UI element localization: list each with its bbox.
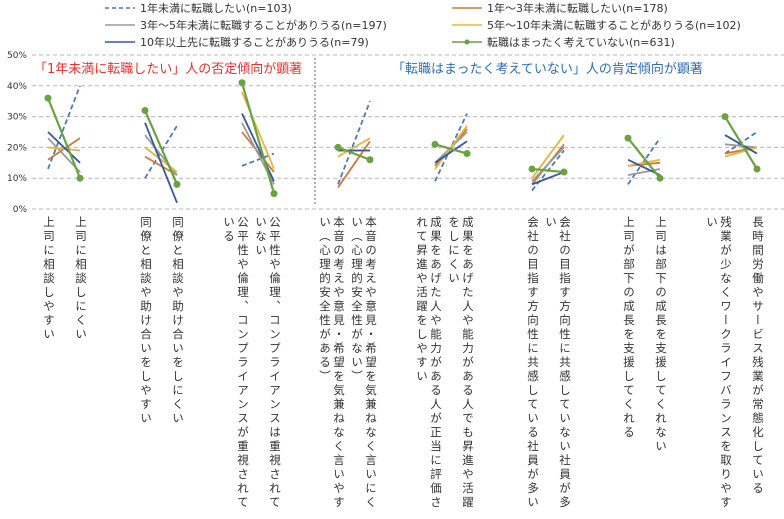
slope-line	[434, 143, 468, 155]
data-point-marker	[721, 113, 729, 121]
slope-line	[724, 143, 758, 149]
category-label-right: 長時間労働やサービス残業が常態化している	[751, 216, 765, 496]
slope-line	[143, 110, 179, 185]
y-tick-label: 30%	[7, 113, 27, 123]
data-point-marker	[334, 143, 342, 151]
legend-item-3-5yr: 3年～5年未満に転職することがありうる(n=197)	[105, 18, 387, 32]
category-label-left: 本音の考えや意見・希望を気兼ねなく言いやすい（心理的安全性がある）	[318, 216, 346, 510]
slope-line	[627, 137, 661, 185]
slope-line	[724, 146, 758, 158]
category-label-left: 公平性や倫理、コンプライアンスが重視されている	[222, 216, 250, 510]
slope-line	[144, 146, 178, 173]
slope-line	[627, 158, 661, 167]
y-tick-label: 40%	[7, 82, 27, 92]
slope-line	[47, 131, 81, 164]
data-point-marker	[431, 140, 439, 148]
legend-label: 転職はまったく考えていない(n=631)	[487, 36, 675, 49]
data-point-marker	[560, 168, 568, 176]
y-tick-label: 50%	[7, 51, 27, 61]
legend-label: 3年～5年未満に転職することがありうる(n=197)	[140, 18, 387, 32]
slope-line	[434, 113, 468, 182]
series	[47, 113, 758, 204]
data-point-marker	[624, 134, 632, 142]
gridlines	[32, 54, 784, 210]
legend-label: 1年～3年未満に転職したい(n=178)	[487, 1, 668, 15]
slope-line	[434, 140, 468, 164]
data-point-marker	[270, 190, 278, 198]
slope-line	[337, 137, 371, 158]
y-tick-label: 10%	[7, 174, 27, 184]
slope-line	[144, 125, 178, 179]
data-point-marker	[141, 106, 149, 114]
category-label-left: 残業が少なくワークライフバランスを取りやすい	[705, 216, 733, 510]
data-point-marker	[753, 165, 761, 173]
slope-line	[337, 100, 371, 185]
data-point-marker	[366, 156, 374, 164]
data-point-marker	[173, 180, 181, 188]
y-tick-label: 0%	[13, 205, 28, 215]
slope-line	[240, 82, 276, 194]
slope-line	[627, 137, 661, 179]
data-point-marker	[463, 150, 471, 158]
slope-line	[337, 146, 371, 161]
category-label-left: 上司に相談しやすい	[42, 216, 56, 342]
y-tick-label: 20%	[7, 143, 27, 153]
series	[47, 91, 758, 179]
legend-item-1-3yr: 1年～3年未満に転職したい(n=178)	[452, 1, 668, 15]
data-point-marker	[76, 174, 84, 182]
category-label-right: 公平性や倫理、コンプライアンスは重視されていない	[254, 216, 282, 510]
category-label-right: 成果をあげた人や能力がある人でも昇進や活躍をしにくい	[447, 216, 475, 510]
legend-label: 5年～10年未満に転職することがありうる(n=102)	[487, 18, 741, 32]
category-label-right: 上司に相談しにくい	[74, 216, 88, 342]
slope-line	[337, 140, 371, 188]
category-label-left: 同僚と相談や助け合いをしやすい	[139, 216, 153, 426]
y-axis: 0% 10% 20% 30% 40% 50%	[7, 51, 27, 215]
slope-line	[531, 146, 565, 182]
category-label-left: 会社の目指す方向性に共感している社員が多い	[526, 216, 540, 510]
category-label-right: 同僚と相談や助け合いをしにくい	[171, 216, 185, 426]
slope-line	[531, 134, 565, 179]
slope-line	[46, 97, 82, 179]
series	[47, 85, 758, 192]
category-label-right: 本音の考えや意見・希望を気兼ねなく言いにくい（心理的安全性がない）	[350, 216, 378, 510]
slope-line	[144, 122, 178, 204]
slope-line	[47, 146, 81, 152]
series	[44, 79, 761, 198]
category-label-right: 上司は部下の成長を支援してくれない	[654, 216, 668, 454]
slope-line	[531, 171, 565, 186]
legend-label: 10年以上先に転職することがありうる(n=79)	[140, 35, 369, 49]
category-label-left: 上司が部下の成長を支援してくれる	[622, 216, 636, 440]
legend-item-10yr-plus: 10年以上先に転職することがありうる(n=79)	[105, 35, 369, 49]
data-point-marker	[44, 94, 52, 102]
slope-line	[724, 116, 758, 170]
slope-line	[47, 85, 81, 170]
legend-item-no-change: 転職はまったく考えていない(n=631)	[452, 36, 675, 49]
legend-item-1yr: 1年未満に転職したい(n=103)	[105, 1, 292, 15]
category-label-right: 会社の目指す方向性に共感していない社員が多い	[544, 216, 572, 510]
slope-line	[434, 125, 468, 170]
data-series	[44, 79, 761, 204]
annotation-negative-tendency: 「1年未満に転職したい」人の否定傾向が顕著	[34, 61, 302, 77]
slope-line	[531, 167, 565, 174]
data-point-marker	[238, 79, 246, 87]
data-point-marker	[528, 165, 536, 173]
slope-line	[241, 113, 275, 182]
category-label-left: 成果をあげた人や能力がある人が正当に評価されて昇進や活躍をしやすい	[415, 216, 443, 510]
annotation-positive-tendency: 「転職はまったく考えていない」人の肯定傾向が顕著	[392, 61, 703, 77]
legend-item-5-10yr: 5年～10年未満に転職することがありうる(n=102)	[452, 18, 741, 32]
legend-label: 1年未満に転職したい(n=103)	[140, 1, 292, 15]
legend: 1年未満に転職したい(n=103) 1年～3年未満に転職したい(n=178) 3…	[105, 1, 741, 49]
data-point-marker	[656, 174, 664, 182]
